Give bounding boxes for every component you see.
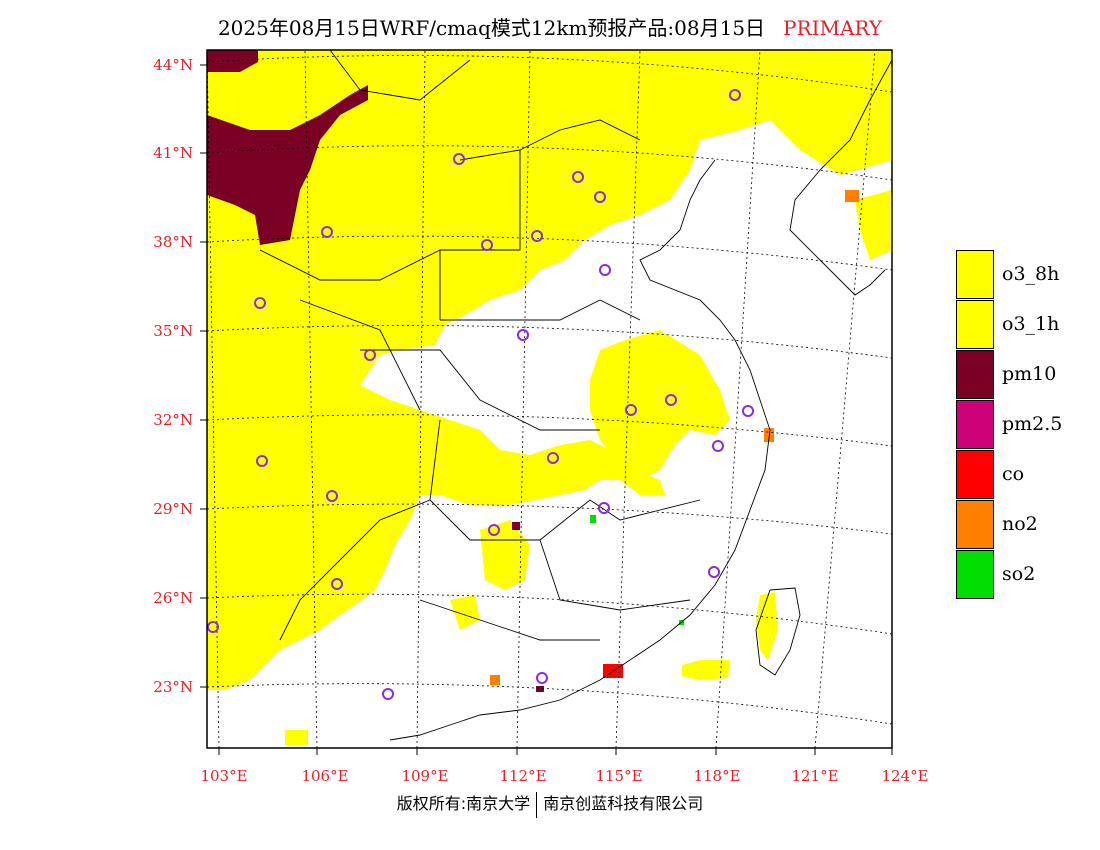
province-lines — [259, 49, 701, 641]
lat-label-26: 26°N — [153, 589, 193, 607]
copyright-left: 版权所有:南京大学 — [396, 794, 531, 813]
legend-item-pm10: pm10 — [956, 349, 1076, 399]
city-markers — [207, 89, 754, 700]
legend-label: o3_8h — [1002, 263, 1060, 285]
legend-label: no2 — [1002, 513, 1038, 535]
legend-label: so2 — [1002, 563, 1036, 585]
lat-label-29: 29°N — [153, 500, 193, 518]
legend-swatch — [956, 499, 994, 549]
pm10-region-top — [207, 50, 258, 72]
copyright-right: 南京创蓝科技有限公司 — [543, 794, 704, 813]
lat-label-23: 23°N — [153, 678, 193, 696]
legend-swatch — [956, 349, 994, 399]
lon-label-121: 121°E — [791, 767, 838, 785]
copyright-footer: 版权所有:南京大学 南京创蓝科技有限公司 — [0, 790, 1100, 818]
o3-region-south — [285, 730, 308, 745]
legend-item-pm25: pm2.5 — [956, 399, 1076, 449]
no2-speck — [845, 190, 859, 202]
o3-region-coast — [682, 660, 730, 680]
lat-label-35: 35°N — [153, 322, 193, 340]
graticule — [206, 49, 893, 749]
legend-label: o3_1h — [1002, 313, 1060, 335]
o3-region-east-coast — [855, 190, 892, 260]
legend-label: pm2.5 — [1002, 413, 1063, 435]
pm10-speck — [512, 522, 520, 530]
lon-label-103: 103°E — [200, 767, 247, 785]
legend-label: co — [1002, 463, 1025, 485]
o3-region-main — [207, 50, 892, 690]
lon-label-124: 124°E — [881, 767, 928, 785]
coastline — [389, 59, 893, 741]
map-title: 2025年08月15日WRF/cmaq模式12km预报产品:08月15日 PRIM… — [0, 12, 1100, 41]
map-frame — [206, 49, 893, 749]
pollutant-areas — [207, 50, 892, 745]
o3-region-hunan — [480, 520, 530, 590]
boundaries — [259, 49, 893, 741]
legend-item-no2: no2 — [956, 499, 1076, 549]
lon-label-118: 118°E — [693, 767, 740, 785]
legend-swatch — [956, 399, 994, 449]
legend-item-so2: so2 — [956, 549, 1076, 599]
lon-label-109: 109°E — [401, 767, 448, 785]
legend-swatch — [956, 249, 994, 299]
lat-ticks — [200, 64, 207, 688]
no2-speck — [490, 675, 500, 685]
primary-tag: PRIMARY — [783, 16, 883, 40]
o3-region-guangxi — [450, 595, 480, 630]
lon-label-112: 112°E — [499, 767, 546, 785]
taiwan-outline — [755, 587, 801, 676]
legend-item-co: co — [956, 449, 1076, 499]
o3-region-anhui — [590, 330, 730, 480]
lat-label-38: 38°N — [153, 233, 193, 251]
legend-swatch — [956, 449, 994, 499]
lon-label-115: 115°E — [595, 767, 642, 785]
footer-divider — [536, 791, 538, 818]
pm10-region — [207, 85, 368, 245]
legend-swatch — [956, 299, 994, 349]
lat-label-44: 44°N — [153, 56, 193, 74]
legend-item-o3-1h: o3_1h — [956, 299, 1076, 349]
lat-label-41: 41°N — [153, 144, 193, 162]
lon-label-106: 106°E — [301, 767, 348, 785]
lon-ticks — [218, 748, 893, 755]
so2-speck — [590, 515, 596, 523]
lat-label-32: 32°N — [153, 411, 193, 429]
o3-region-taiwan — [756, 592, 778, 660]
legend-label: pm10 — [1002, 363, 1057, 385]
legend-swatch — [956, 549, 994, 599]
legend-item-o3-8h: o3_8h — [956, 249, 1076, 299]
legend: o3_8h o3_1h pm10 pm2.5 co no2 so2 — [956, 249, 1076, 599]
pm10-speck — [536, 686, 544, 692]
title-text: 2025年08月15日WRF/cmaq模式12km预报产品:08月15日 — [217, 16, 766, 40]
